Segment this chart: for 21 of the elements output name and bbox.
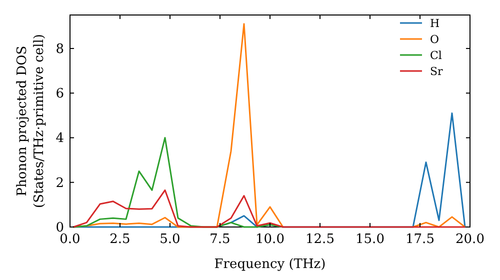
x-tick-label: 0.0 xyxy=(60,232,80,247)
x-axis-title: Frequency (THz) xyxy=(214,257,326,272)
x-tick-label: 15.0 xyxy=(356,232,384,247)
y-axis-title: Phonon projected DOS (States/THz·primitive cell) xyxy=(15,34,47,208)
legend-label: Cl xyxy=(430,49,442,62)
y-tick-label: 8 xyxy=(56,42,64,57)
x-tick-label: 17.5 xyxy=(406,232,434,247)
x-tick-label: 7.5 xyxy=(210,232,230,247)
line-series xyxy=(72,189,466,228)
y-tick-label: 2 xyxy=(56,176,64,191)
x-tick-label: 20.0 xyxy=(456,232,484,247)
x-tick-label: 12.5 xyxy=(306,232,334,247)
line-series xyxy=(72,136,284,228)
x-tick-label: 10.0 xyxy=(256,232,284,247)
y-tick-label: 4 xyxy=(56,131,64,146)
legend-label: O xyxy=(430,33,440,46)
legend-label: H xyxy=(430,17,440,30)
legend-label: Sr xyxy=(430,65,444,78)
y-tick-label: 6 xyxy=(56,86,64,102)
x-tick-label: 2.5 xyxy=(110,232,130,247)
x-tick-label: 5.0 xyxy=(160,232,180,247)
